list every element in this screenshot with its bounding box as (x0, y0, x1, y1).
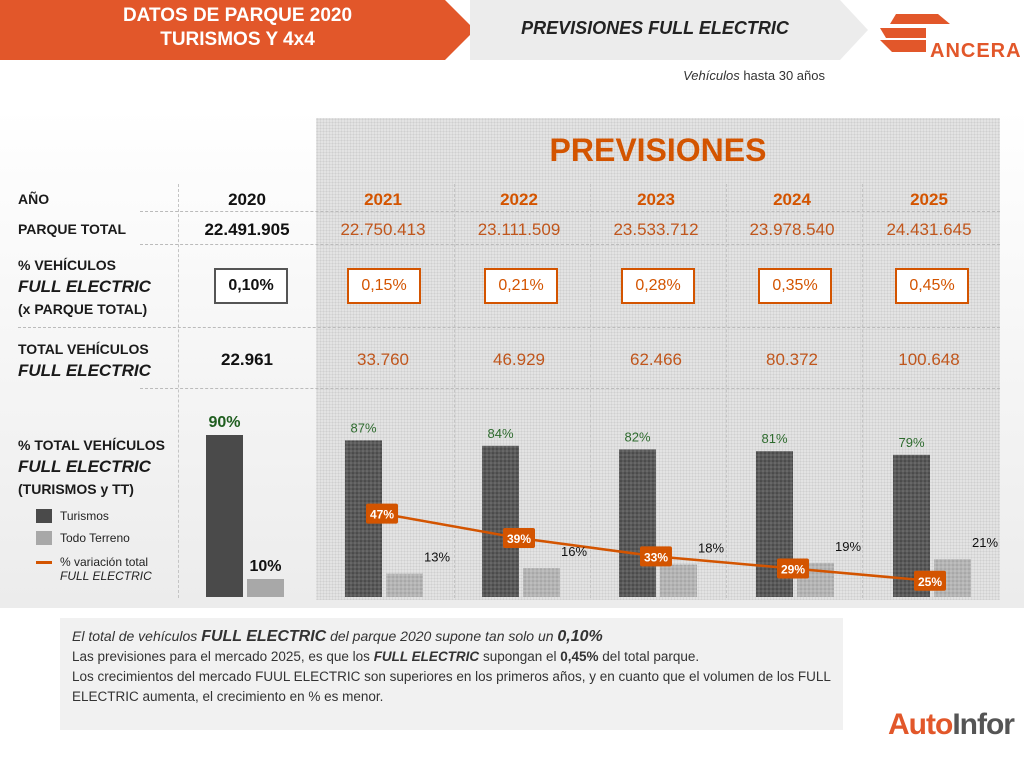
note-2-part-c: supongan el (479, 649, 561, 664)
column-separator (590, 184, 591, 598)
row-label-pct: % VEHÍCULOS FULL ELECTRIC (x PARQUE TOTA… (18, 254, 151, 320)
note-2-part-e: del total parque. (598, 649, 700, 664)
park-total-cell: 22.491.905 (204, 220, 290, 239)
row-label-total-line2: FULL ELECTRIC (18, 361, 151, 380)
row-label-year: AÑO (18, 191, 50, 207)
row-label-chart-line2: FULL ELECTRIC (18, 457, 151, 476)
pct-full-electric-box: 0,21% (484, 268, 558, 304)
row-label-park: PARQUE TOTAL (18, 221, 127, 237)
pct-full-electric-box: 0,28% (621, 268, 695, 304)
note-2-part-a: Las previsiones para el mercado 2025, es… (72, 649, 374, 664)
year-cell: 2022 (500, 190, 538, 209)
note-1-part-c: del parque 2020 supone tan solo un (326, 628, 558, 644)
year-cell: 2023 (637, 190, 675, 209)
note-line-3: Los crecimientos del mercado FUUL ELECTR… (72, 669, 831, 704)
pct-full-electric-box: 0,35% (758, 268, 832, 304)
header-title-line1: DATOS DE PARQUE 2020 (122, 5, 353, 26)
row-separator (140, 388, 1000, 389)
park-total-cell: 23.978.540 (749, 220, 835, 239)
park-total-cell: 23.533.712 (613, 220, 699, 239)
ancera-logo-icon (880, 14, 950, 52)
total-full-electric-cell: 62.466 (630, 350, 682, 369)
header-subtitle-shape (470, 0, 868, 60)
note-2-part-b: FULL ELECTRIC (373, 649, 480, 664)
year-cell: 2025 (910, 190, 948, 209)
row-separator (140, 211, 1000, 212)
header-subtitle: PREVISIONES FULL ELECTRIC (521, 18, 789, 38)
row-label-chart-line3: (TURISMOS y TT) (18, 481, 134, 497)
column-separator (178, 184, 179, 598)
autoinfor-logo-auto: Auto (888, 708, 953, 741)
note-line-1: El total de vehículos FULL ELECTRIC del … (72, 626, 831, 647)
legend-label-variacion-line2: FULL ELECTRIC (60, 569, 152, 583)
legend-label-variacion: % variación total FULL ELECTRIC (60, 555, 152, 583)
row-label-pct-line1: % VEHÍCULOS (18, 257, 117, 273)
row-label-chart-line1: % TOTAL VEHÍCULOS (18, 437, 166, 453)
autoinfor-logo: AutoInfor (888, 708, 1015, 742)
park-total-cell: 24.431.645 (886, 220, 972, 239)
legend-swatch-variacion (36, 561, 52, 564)
year-cell: 2024 (773, 190, 811, 209)
pct-full-electric-box: 0,45% (895, 268, 969, 304)
note-1-part-a: El total de vehículos (72, 628, 202, 644)
ancera-logo (878, 10, 1018, 62)
note-1-part-b: FULL ELECTRIC (201, 628, 327, 645)
legend-label-todo-terreno: Todo Terreno (60, 531, 130, 545)
total-full-electric-cell: 100.648 (898, 350, 960, 369)
total-full-electric-cell: 22.961 (221, 350, 273, 369)
pct-full-electric-box: 0,15% (347, 268, 421, 304)
vehicles-note-rest: hasta 30 años (739, 68, 825, 83)
autoinfor-logo-infor: Infor (952, 708, 1015, 741)
header-title-line2: TURISMOS Y 4x4 (160, 29, 315, 50)
row-label-chart: % TOTAL VEHÍCULOS FULL ELECTRIC (TURISMO… (18, 434, 165, 500)
summary-notes: El total de vehículos FULL ELECTRIC del … (60, 618, 843, 730)
header-subtitle-banner (470, 0, 870, 60)
header-title-banner (0, 0, 475, 60)
legend-swatch-turismos (36, 509, 52, 523)
ancera-logo-text: ANCERA (930, 40, 1022, 62)
legend-label-turismos: Turismos (60, 509, 109, 523)
row-label-total: TOTAL VEHÍCULOS FULL ELECTRIC (18, 338, 151, 382)
legend-swatch-todo-terreno (36, 531, 52, 545)
pct-full-electric-box: 0,10% (214, 268, 288, 304)
total-full-electric-cell: 46.929 (493, 350, 545, 369)
row-label-total-line1: TOTAL VEHÍCULOS (18, 341, 149, 357)
header-banner-shape (0, 0, 475, 60)
total-full-electric-cell: 80.372 (766, 350, 818, 369)
row-separator (18, 327, 1000, 328)
legend-label-variacion-line1: % variación total (60, 555, 149, 569)
column-separator (454, 184, 455, 598)
note-line-2: Las previsiones para el mercado 2025, es… (72, 647, 831, 667)
row-separator (140, 244, 1000, 245)
row-label-pct-line2: FULL ELECTRIC (18, 277, 151, 296)
row-label-pct-line3: (x PARQUE TOTAL) (18, 301, 148, 317)
note-2-part-d: 0,45% (560, 649, 599, 664)
year-cell: 2020 (228, 190, 266, 209)
park-total-cell: 22.750.413 (340, 220, 426, 239)
note-1-part-d: 0,10% (557, 628, 603, 645)
forecast-title: PREVISIONES (549, 132, 767, 168)
column-separator (726, 184, 727, 598)
column-separator (862, 184, 863, 598)
park-total-cell: 23.111.509 (477, 220, 561, 239)
vehicles-note: Vehículos hasta 30 años (600, 68, 825, 83)
header-title: DATOS DE PARQUE 2020 TURISMOS Y 4x4 (0, 4, 475, 52)
vehicles-note-italic: Vehículos (683, 68, 740, 83)
total-full-electric-cell: 33.760 (357, 350, 409, 369)
year-cell: 2021 (364, 190, 402, 209)
